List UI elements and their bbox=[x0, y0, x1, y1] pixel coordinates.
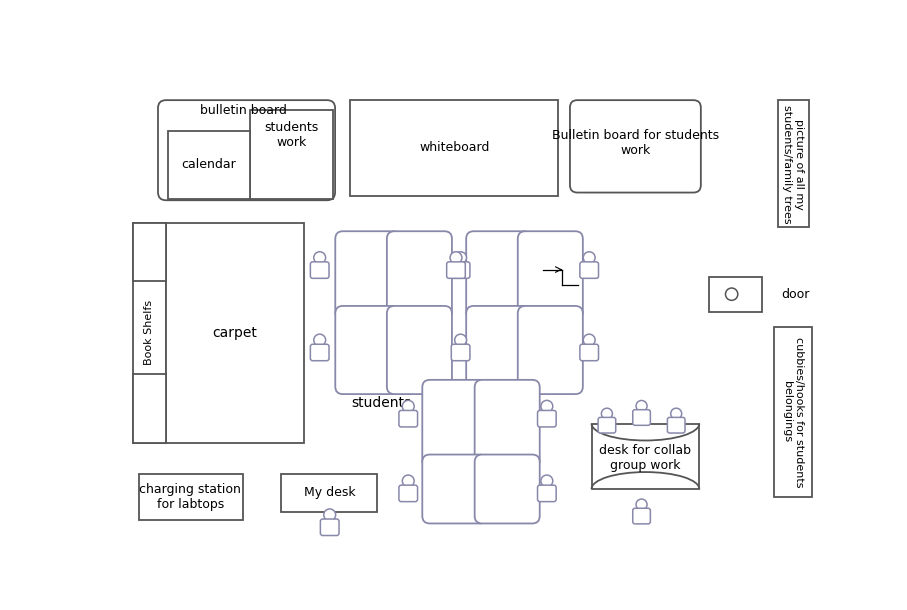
Circle shape bbox=[454, 252, 466, 264]
FancyBboxPatch shape bbox=[310, 262, 329, 278]
Circle shape bbox=[324, 509, 336, 521]
Circle shape bbox=[541, 400, 552, 412]
FancyBboxPatch shape bbox=[668, 417, 685, 433]
Bar bbox=[132, 223, 166, 443]
Text: calendar: calendar bbox=[181, 159, 236, 171]
Bar bbox=[708, 278, 763, 312]
FancyBboxPatch shape bbox=[320, 519, 339, 536]
Circle shape bbox=[454, 334, 466, 346]
Circle shape bbox=[636, 401, 647, 412]
FancyBboxPatch shape bbox=[466, 306, 532, 394]
FancyBboxPatch shape bbox=[452, 262, 470, 278]
Bar bbox=[774, 328, 813, 497]
Text: students: students bbox=[351, 396, 412, 410]
FancyBboxPatch shape bbox=[580, 344, 599, 361]
FancyBboxPatch shape bbox=[399, 411, 417, 427]
Bar bbox=[281, 473, 377, 512]
Text: students
work: students work bbox=[264, 121, 318, 149]
Bar bbox=[778, 100, 809, 227]
Bar bbox=[132, 223, 166, 281]
FancyBboxPatch shape bbox=[158, 100, 335, 200]
FancyBboxPatch shape bbox=[538, 485, 556, 501]
Circle shape bbox=[601, 408, 612, 419]
FancyBboxPatch shape bbox=[598, 417, 616, 433]
Circle shape bbox=[541, 475, 552, 487]
FancyBboxPatch shape bbox=[466, 231, 532, 320]
FancyBboxPatch shape bbox=[423, 380, 487, 468]
FancyBboxPatch shape bbox=[570, 100, 701, 193]
Text: picture of all my
students/family trees: picture of all my students/family trees bbox=[783, 105, 804, 223]
FancyBboxPatch shape bbox=[423, 454, 487, 523]
FancyBboxPatch shape bbox=[518, 231, 583, 320]
FancyBboxPatch shape bbox=[387, 231, 452, 320]
Circle shape bbox=[670, 408, 682, 419]
Text: whiteboard: whiteboard bbox=[419, 142, 490, 154]
Circle shape bbox=[726, 288, 737, 300]
Bar bbox=[168, 131, 250, 199]
Text: bulletin board: bulletin board bbox=[200, 104, 288, 117]
Text: door: door bbox=[782, 288, 810, 301]
FancyBboxPatch shape bbox=[518, 306, 583, 394]
Text: cubbies/hooks for students
belongings: cubbies/hooks for students belongings bbox=[783, 337, 804, 487]
Bar bbox=[132, 373, 166, 443]
FancyBboxPatch shape bbox=[452, 344, 470, 361]
Circle shape bbox=[314, 334, 326, 346]
FancyBboxPatch shape bbox=[474, 380, 540, 468]
Text: My desk: My desk bbox=[304, 486, 356, 500]
FancyBboxPatch shape bbox=[580, 262, 599, 278]
FancyBboxPatch shape bbox=[538, 411, 556, 427]
FancyBboxPatch shape bbox=[336, 231, 400, 320]
Circle shape bbox=[403, 400, 414, 412]
Bar bbox=[350, 100, 559, 196]
FancyBboxPatch shape bbox=[633, 410, 650, 425]
FancyBboxPatch shape bbox=[474, 454, 540, 523]
Bar bbox=[591, 423, 699, 489]
FancyBboxPatch shape bbox=[336, 306, 400, 394]
Circle shape bbox=[583, 334, 595, 346]
FancyBboxPatch shape bbox=[310, 344, 329, 361]
Circle shape bbox=[403, 475, 414, 487]
Bar bbox=[139, 473, 243, 520]
Circle shape bbox=[583, 252, 595, 264]
FancyBboxPatch shape bbox=[633, 508, 650, 524]
FancyBboxPatch shape bbox=[446, 262, 465, 278]
FancyBboxPatch shape bbox=[387, 306, 452, 394]
Text: desk for collab
group work: desk for collab group work bbox=[600, 444, 691, 472]
Circle shape bbox=[314, 252, 326, 264]
Bar bbox=[250, 110, 333, 199]
Text: Bulletin board for students
work: Bulletin board for students work bbox=[551, 129, 719, 157]
Circle shape bbox=[636, 499, 647, 510]
Circle shape bbox=[450, 252, 462, 264]
FancyBboxPatch shape bbox=[399, 485, 417, 501]
Bar bbox=[166, 223, 304, 443]
Text: carpet: carpet bbox=[212, 326, 258, 340]
Text: Book Shelfs: Book Shelfs bbox=[143, 300, 154, 365]
Text: charging station
for labtops: charging station for labtops bbox=[140, 483, 241, 511]
